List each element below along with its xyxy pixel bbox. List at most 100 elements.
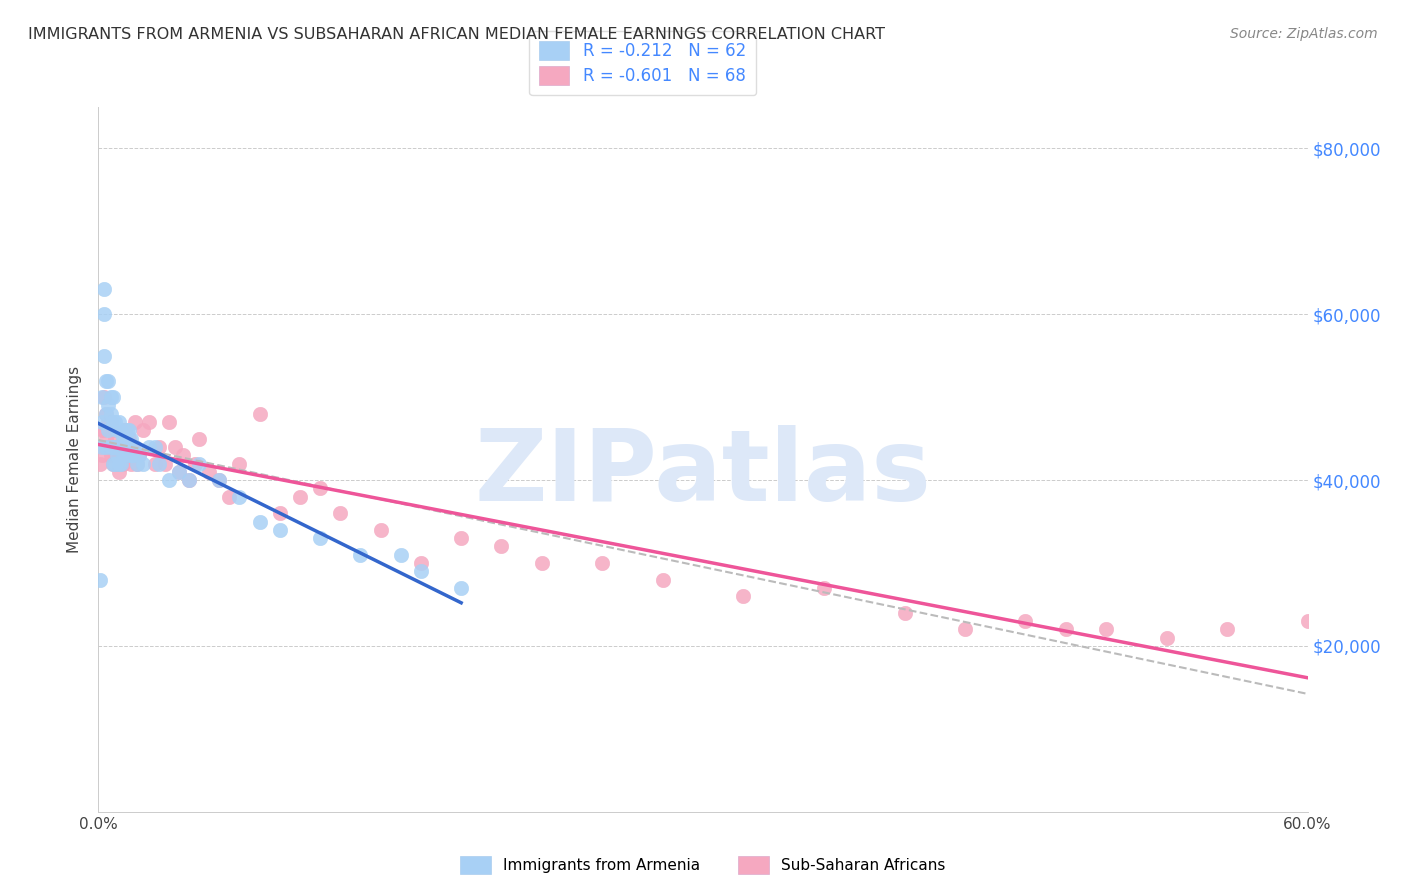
Point [1054,623,1077,637]
Point [188,432,211,446]
Point [208,473,231,487]
Point [249,515,271,529]
Point [97,399,120,413]
Point [115,448,138,462]
Point [93,282,115,296]
Point [953,623,976,637]
Point [132,423,155,437]
Point [179,473,201,487]
Point [125,457,148,471]
Point [813,581,835,595]
Point [138,415,160,429]
Point [128,448,150,462]
Point [128,448,150,462]
Point [893,606,915,620]
Point [100,448,122,462]
Text: IMMIGRANTS FROM ARMENIA VS SUBSAHARAN AFRICAN MEDIAN FEMALE EARNINGS CORRELATION: IMMIGRANTS FROM ARMENIA VS SUBSAHARAN AF… [28,27,886,42]
Point [138,440,160,454]
Point [1216,623,1239,637]
Point [97,374,120,388]
Point [111,448,134,462]
Point [97,415,120,429]
Point [120,457,142,471]
Point [110,440,132,454]
Point [389,548,412,562]
Point [208,473,231,487]
Point [105,423,128,437]
Point [288,490,311,504]
Point [153,457,176,471]
Point [96,374,118,388]
Point [218,490,240,504]
Point [309,531,332,545]
Point [114,448,136,462]
Point [329,506,352,520]
Point [110,440,132,454]
Text: ZIPatlas: ZIPatlas [475,425,931,522]
Point [530,556,553,570]
Point [91,448,114,462]
Point [1296,614,1319,628]
Point [115,423,138,437]
Text: Source: ZipAtlas.com: Source: ZipAtlas.com [1230,27,1378,41]
Point [157,473,180,487]
Point [409,564,432,578]
Point [228,457,250,471]
Y-axis label: Median Female Earnings: Median Female Earnings [67,366,83,553]
Point [107,457,129,471]
Point [100,415,122,429]
Point [269,506,291,520]
Point [118,423,141,437]
Point [120,432,142,446]
Point [188,457,211,471]
Point [269,523,291,537]
Point [89,457,111,471]
Point [1156,631,1178,645]
Point [172,448,194,462]
Point [228,490,250,504]
Point [101,457,124,471]
Point [101,457,124,471]
Point [101,423,124,437]
Point [100,390,122,404]
Point [96,407,118,421]
Point [148,440,170,454]
Point [97,423,120,437]
Point [91,440,114,454]
Point [179,473,201,487]
Point [124,440,146,454]
Point [450,531,472,545]
Point [107,448,129,462]
Point [114,432,136,446]
Point [115,440,138,454]
Point [103,457,125,471]
Point [167,465,190,479]
Point [167,465,190,479]
Point [118,432,141,446]
Point [91,423,114,437]
Point [107,415,129,429]
Point [124,415,146,429]
Point [101,440,124,454]
Point [107,465,129,479]
Point [651,573,673,587]
Point [93,307,115,321]
Point [111,432,134,446]
Point [184,457,207,471]
Point [143,440,166,454]
Point [349,548,371,562]
Point [105,440,128,454]
Point [132,457,155,471]
Point [96,407,118,421]
Point [100,440,122,454]
Point [118,448,141,462]
Point [93,390,115,404]
Point [105,448,128,462]
Point [1095,623,1118,637]
Point [409,556,432,570]
Point [111,457,134,471]
Point [249,407,271,421]
Point [121,440,143,454]
Legend: R = -0.212   N = 62, R = -0.601   N = 68: R = -0.212 N = 62, R = -0.601 N = 68 [529,31,756,95]
Point [91,390,114,404]
